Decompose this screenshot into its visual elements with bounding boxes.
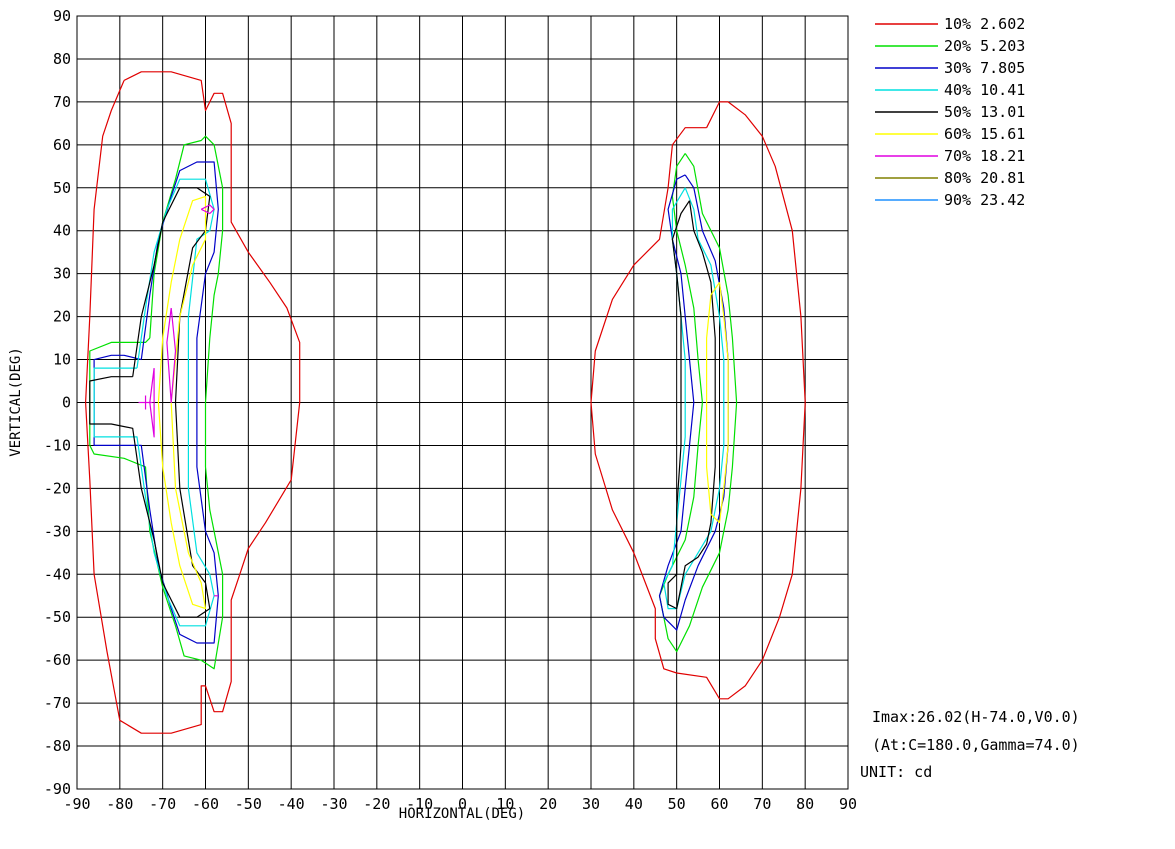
legend-item: 70% 18.21	[875, 147, 1025, 165]
x-tick-label: -50	[235, 795, 262, 813]
contour-line-40pct	[93, 178, 215, 627]
contour-line-30pct	[93, 161, 219, 644]
y-tick-label: -80	[44, 737, 71, 755]
legend-item: 20% 5.203	[875, 37, 1025, 55]
y-tick-label: 30	[53, 265, 71, 283]
legend-label: 20% 5.203	[944, 37, 1025, 55]
grid	[76, 15, 849, 790]
contour-line-70pct	[166, 307, 177, 404]
y-tick-label: -70	[44, 694, 71, 712]
x-tick-label: -10	[406, 795, 433, 813]
legend-item: 90% 23.42	[875, 191, 1025, 209]
legend-label: 80% 20.81	[944, 169, 1025, 187]
legend-label: 50% 13.01	[944, 103, 1025, 121]
y-tick-label: -90	[44, 780, 71, 798]
y-tick-label: 10	[53, 351, 71, 369]
contour-line-10pct	[84, 71, 301, 734]
legend-item: 50% 13.01	[875, 103, 1025, 121]
imax-marker	[138, 395, 153, 410]
legend-item: 40% 10.41	[875, 81, 1025, 99]
x-tick-label: -90	[63, 795, 90, 813]
x-tick-label: 10	[496, 795, 514, 813]
contour-line-10pct	[590, 101, 806, 700]
contour-line-60pct	[705, 281, 729, 524]
y-tick-label: 60	[53, 136, 71, 154]
legend: 10% 2.602 20% 5.203 30% 7.805 40% 10.41 50% …	[875, 15, 1025, 209]
contour-line-40pct	[663, 187, 725, 610]
y-tick-label: -20	[44, 479, 71, 497]
legend-label: 70% 18.21	[944, 147, 1025, 165]
y-tick-label: -60	[44, 651, 71, 669]
legend-item: 10% 2.602	[875, 15, 1025, 33]
y-tick-label: 20	[53, 308, 71, 326]
legend-label: 90% 23.42	[944, 191, 1025, 209]
x-tick-labels: -90 -80 -70 -60 -50 -40 -30 -20 -10 0 10 20 30 40 50 60…	[63, 795, 857, 813]
y-tick-label: -10	[44, 436, 71, 454]
x-tick-label: -80	[106, 795, 133, 813]
legend-item: 30% 7.805	[875, 59, 1025, 77]
y-tick-label: 80	[53, 50, 71, 68]
contour-line-20pct	[658, 153, 738, 653]
y-tick-label: -40	[44, 565, 71, 583]
plot-frame	[76, 15, 849, 790]
x-axis-label: HORIZONTAL(DEG)	[399, 806, 525, 822]
unit-readout: UNIT: cd	[860, 763, 933, 781]
y-tick-label: 40	[53, 222, 71, 240]
x-tick-label: 30	[582, 795, 600, 813]
contour-lines	[84, 71, 806, 734]
y-tick-label: -50	[44, 608, 71, 626]
legend-label: 40% 10.41	[944, 81, 1025, 99]
legend-item: 80% 20.81	[875, 169, 1025, 187]
x-tick-label: 90	[839, 795, 857, 813]
legend-label: 30% 7.805	[944, 59, 1025, 77]
x-tick-label: 50	[668, 795, 686, 813]
contour-line-20pct	[89, 135, 224, 670]
x-tick-label: -40	[278, 795, 305, 813]
x-tick-label: -20	[363, 795, 390, 813]
angle-readout: (At:C=180.0,Gamma=74.0)	[872, 736, 1080, 754]
contour-line-50pct	[667, 200, 716, 610]
contour-line-70pct	[149, 368, 155, 438]
x-tick-label: 40	[625, 795, 643, 813]
imax-readout: Imax:26.02(H-74.0,V0.0)	[872, 708, 1080, 726]
x-tick-label: 20	[539, 795, 557, 813]
legend-label: 10% 2.602	[944, 15, 1025, 33]
y-tick-label: 90	[53, 7, 71, 25]
y-tick-label: 0	[62, 394, 71, 412]
y-tick-label: -30	[44, 522, 71, 540]
x-tick-label: 0	[458, 795, 467, 813]
y-tick-label: 50	[53, 179, 71, 197]
legend-label: 60% 15.61	[944, 125, 1025, 143]
y-tick-label: 70	[53, 93, 71, 111]
x-tick-label: -30	[320, 795, 347, 813]
x-tick-label: -70	[149, 795, 176, 813]
contour-line-70pct	[200, 204, 215, 215]
x-tick-label: -60	[192, 795, 219, 813]
contour-line-50pct	[89, 187, 211, 618]
legend-item: 60% 15.61	[875, 125, 1025, 143]
x-tick-label: 60	[710, 795, 728, 813]
y-axis-label: VERTICAL(DEG)	[8, 347, 24, 457]
x-tick-label: 70	[753, 795, 771, 813]
y-tick-labels: 90 80 70 60 50 40 30 20 10 0 -10 -20 -30 -40 -50 -60 -70…	[44, 7, 71, 798]
x-tick-label: 80	[796, 795, 814, 813]
